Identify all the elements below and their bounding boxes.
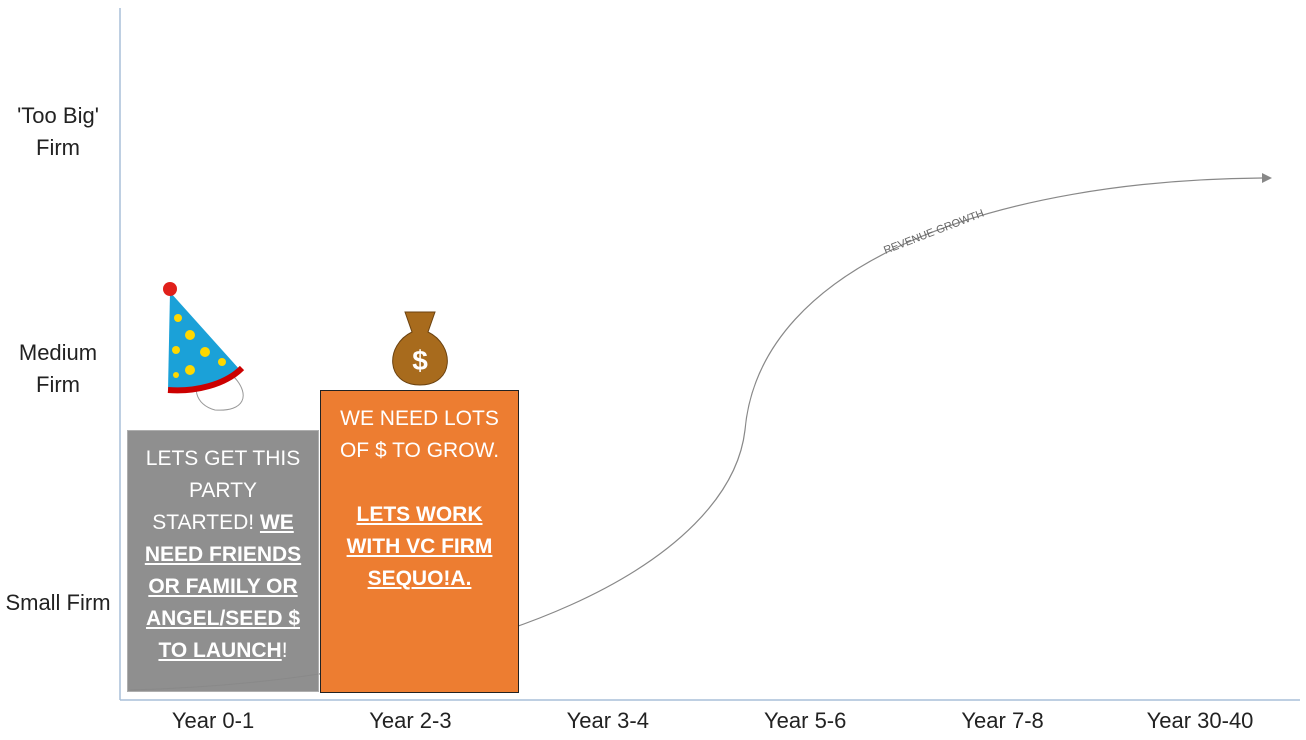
box: WE NEED LOTS OF $ TO GROW. LETS WORK WITH… [320, 390, 519, 693]
party-hat [163, 282, 243, 410]
text-run: WE NEED LOTS OF $ TO GROW. [340, 407, 499, 462]
text-run: ! [282, 639, 288, 662]
money-bag: $ [393, 312, 448, 385]
curve-label: REVENUE GROWTH [882, 208, 986, 257]
slide: $ REVENUE GROWTH 'Too Big' Firm Medium F… [0, 0, 1306, 740]
paragraph: LETS GET THIS PARTY STARTED! WE NEED FRI… [136, 443, 310, 667]
x-label: Year 5-6 [707, 708, 903, 734]
x-label: Year 2-3 [312, 708, 508, 734]
box: LETS GET THIS PARTY STARTED! WE NEED FRI… [127, 430, 319, 692]
arrowhead [1262, 173, 1272, 183]
x-label: Year 30-40 [1102, 708, 1298, 734]
y-label: Medium Firm [0, 337, 116, 401]
y-label: 'Too Big' Firm [0, 100, 116, 164]
y-label: Small Firm [0, 587, 116, 619]
x-label: Year 7-8 [905, 708, 1101, 734]
paragraph: WE NEED LOTS OF $ TO GROW. [329, 403, 510, 467]
svg-text:$: $ [412, 345, 428, 376]
paragraph: LETS WORK WITH VC FIRM SEQUO!A. [329, 499, 510, 595]
x-label: Year 3-4 [510, 708, 706, 734]
text-run: LETS WORK WITH VC FIRM SEQUO!A. [347, 503, 493, 590]
x-label: Year 0-1 [115, 708, 311, 734]
